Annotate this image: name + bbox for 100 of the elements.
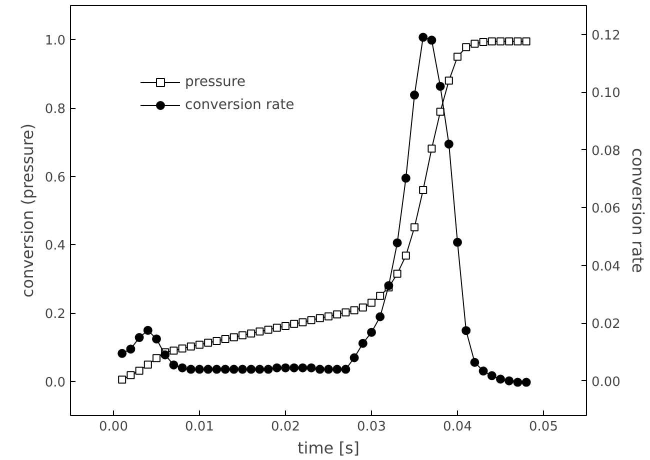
point xyxy=(454,52,462,61)
point xyxy=(298,363,308,372)
point xyxy=(178,344,186,353)
y2-tick-label: 0.02 xyxy=(592,317,620,332)
point xyxy=(392,238,402,248)
x-axis-title: time [s] xyxy=(297,438,360,458)
legend-label: conversion rate xyxy=(185,97,294,113)
point xyxy=(306,363,316,372)
x-tick-label: 0.02 xyxy=(271,420,300,434)
point xyxy=(230,333,238,342)
point xyxy=(513,378,522,387)
point xyxy=(152,354,160,362)
point xyxy=(367,328,376,337)
x-tick-label: 0.01 xyxy=(185,420,214,434)
point xyxy=(212,364,222,374)
point xyxy=(341,364,350,374)
point xyxy=(246,364,256,374)
point xyxy=(350,353,359,362)
point xyxy=(135,366,144,375)
point xyxy=(358,338,368,348)
point xyxy=(186,364,196,374)
point xyxy=(212,337,221,346)
point xyxy=(514,37,522,46)
point xyxy=(505,37,514,46)
y-tick-label: 0.2 xyxy=(44,307,66,322)
y-tick-label: 0.6 xyxy=(44,170,66,186)
point xyxy=(126,344,136,354)
point xyxy=(410,90,419,100)
point xyxy=(402,252,410,260)
point xyxy=(324,312,332,320)
point xyxy=(470,40,479,48)
point xyxy=(410,223,418,232)
point xyxy=(195,364,204,374)
point xyxy=(204,364,213,374)
point xyxy=(186,342,195,350)
point xyxy=(427,36,436,45)
point xyxy=(247,330,256,338)
point xyxy=(342,308,350,316)
point xyxy=(462,326,471,336)
point xyxy=(470,358,480,367)
point xyxy=(324,364,333,374)
point xyxy=(350,306,358,314)
point xyxy=(290,320,298,328)
y2-axis-title: conversion rate xyxy=(628,148,648,273)
point xyxy=(453,238,462,247)
x-tick-label: 0.03 xyxy=(357,420,386,434)
point xyxy=(444,76,453,85)
point xyxy=(220,364,230,374)
point xyxy=(428,144,436,153)
point xyxy=(479,38,488,46)
point xyxy=(393,270,402,278)
point xyxy=(316,314,324,322)
point xyxy=(488,37,496,46)
y2-tick-label: 0.12 xyxy=(592,28,620,44)
point xyxy=(204,338,212,347)
point xyxy=(118,376,126,384)
point xyxy=(401,174,410,183)
point xyxy=(332,364,342,374)
point xyxy=(264,326,272,334)
x-tick-label: 0.04 xyxy=(443,420,472,434)
point xyxy=(462,43,470,52)
y-tick-label: 0.4 xyxy=(44,238,66,254)
point xyxy=(436,82,445,91)
point xyxy=(272,363,282,372)
point xyxy=(281,363,290,372)
y-axis-title: conversion (pressure) xyxy=(18,123,37,298)
point xyxy=(143,326,152,335)
point xyxy=(272,324,281,332)
point xyxy=(522,37,530,46)
point xyxy=(487,371,496,380)
y-tick-label: 0.0 xyxy=(44,375,66,390)
point xyxy=(264,364,273,374)
point xyxy=(178,363,187,372)
point xyxy=(152,334,161,344)
x-tick-label: 0.05 xyxy=(529,420,558,434)
y2-tick-label: 0.08 xyxy=(592,144,620,159)
point xyxy=(419,186,428,194)
point xyxy=(118,348,127,358)
point xyxy=(418,32,428,42)
point xyxy=(229,364,238,374)
point xyxy=(196,340,204,349)
point xyxy=(496,37,504,46)
point xyxy=(169,360,178,370)
y-tick-label: 0.8 xyxy=(44,102,66,117)
point xyxy=(376,292,384,300)
point xyxy=(170,346,178,355)
point xyxy=(282,322,290,330)
point xyxy=(256,327,264,336)
x-tick-label: 0.00 xyxy=(99,420,128,434)
point xyxy=(522,378,531,387)
point xyxy=(144,360,152,369)
point xyxy=(134,333,144,342)
point xyxy=(504,376,514,386)
y2-tick-label: 0.06 xyxy=(592,202,620,217)
point xyxy=(238,331,246,340)
point xyxy=(290,363,299,372)
y-tick-label: 1.0 xyxy=(44,34,66,49)
y2-tick-label: 0.04 xyxy=(592,259,620,274)
point xyxy=(496,374,505,384)
point xyxy=(444,140,454,149)
